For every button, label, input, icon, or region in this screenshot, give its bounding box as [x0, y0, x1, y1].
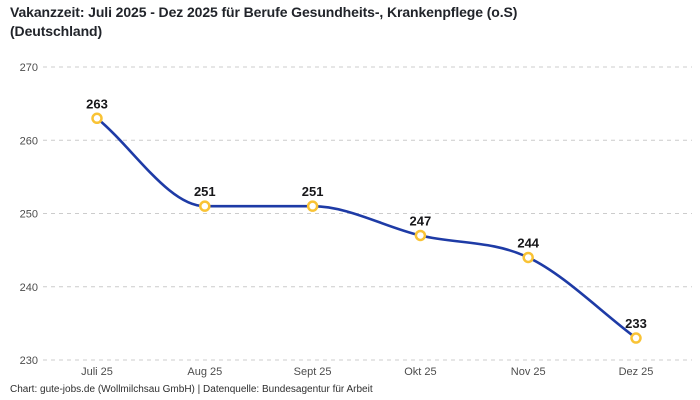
y-tick-label: 230 — [20, 355, 38, 367]
line-series — [95, 116, 638, 340]
chart-title: Vakanzzeit: Juli 2025 - Dez 2025 für Ber… — [10, 3, 517, 41]
x-tick-label: Juli 25 — [81, 366, 113, 378]
y-tick-label: 240 — [20, 282, 38, 294]
x-tick-label: Nov 25 — [511, 366, 546, 378]
x-tick-label: Okt 25 — [404, 366, 436, 378]
chart-title-line1: Vakanzzeit: Juli 2025 - Dez 2025 für Ber… — [10, 4, 518, 20]
data-point-label: 251 — [302, 184, 324, 199]
data-point-marker[interactable] — [630, 332, 642, 344]
data-point-marker[interactable] — [91, 112, 103, 125]
x-tick-label: Dez 25 — [619, 366, 654, 378]
data-point-label: 233 — [625, 316, 647, 331]
data-point-label: 251 — [194, 184, 216, 199]
data-point-marker[interactable] — [306, 200, 319, 212]
data-point-marker[interactable] — [522, 251, 534, 264]
data-point-label: 263 — [86, 96, 108, 111]
data-point-marker[interactable] — [414, 229, 427, 242]
x-tick-label: Aug 25 — [187, 366, 222, 378]
y-tick-label: 250 — [20, 209, 38, 221]
data-point-marker[interactable] — [199, 200, 211, 212]
chart-footer-attribution: Chart: gute-jobs.de (Wollmilchsau GmbH) … — [10, 384, 373, 395]
data-point-label: 247 — [410, 213, 432, 228]
chart-title-line2: (Deutschland) — [10, 23, 103, 39]
y-tick-label: 260 — [20, 135, 38, 147]
data-point-label: 244 — [517, 235, 539, 250]
x-tick-label: Sept 25 — [294, 366, 332, 378]
y-tick-label: 270 — [20, 62, 38, 74]
